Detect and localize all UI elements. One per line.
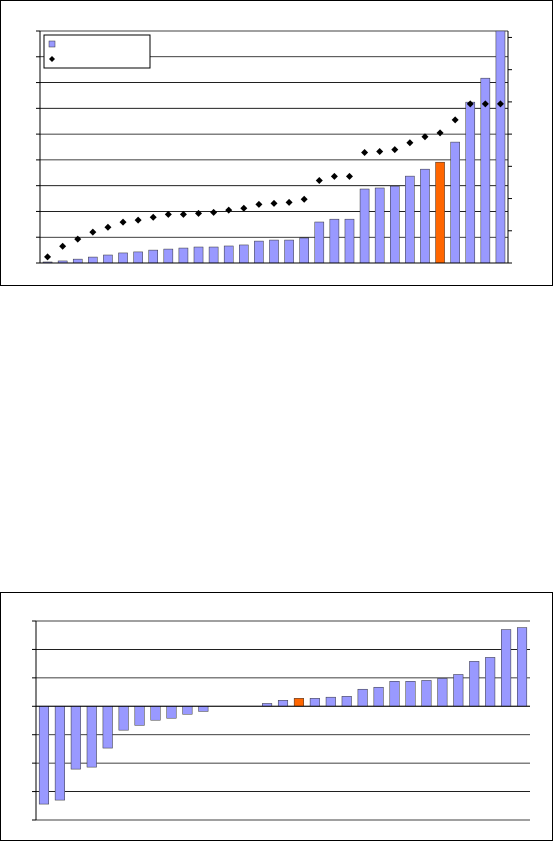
bar [223,245,234,264]
bar [405,681,416,707]
bar [102,706,113,749]
bar [389,681,400,707]
bar [118,706,129,731]
point [285,198,293,206]
bar [405,175,415,264]
point [345,172,353,180]
legend-marker [49,56,55,62]
bar [163,248,174,264]
chart-frame [0,592,553,841]
bar [293,698,304,707]
point [406,139,414,147]
bar [299,237,309,264]
point [361,148,369,156]
bar [86,706,97,768]
chart-frame [0,0,553,286]
point [104,223,112,231]
bar [208,246,219,264]
bar [374,187,385,264]
bar [134,706,145,726]
point [270,199,278,207]
point [74,235,82,243]
bar [453,674,464,707]
bar [495,30,506,264]
bar [373,686,384,707]
bar [118,252,128,264]
bar [277,700,289,707]
legend-swatch [48,40,56,48]
bar [150,706,161,721]
legend-box [43,34,151,69]
point [179,210,187,218]
point [149,213,157,221]
point [330,172,338,180]
point [466,100,474,108]
bar [309,698,320,707]
bar [344,218,355,264]
bar [166,706,177,719]
bar [54,706,65,801]
point [134,216,142,224]
point [391,146,399,154]
point [315,177,323,185]
point [451,116,459,124]
bar [485,657,496,707]
point [195,209,203,217]
bar [198,706,209,712]
bar [133,251,143,264]
point [89,228,97,236]
point [376,148,384,156]
bar [182,706,193,715]
bar [103,254,113,264]
point [59,242,67,250]
bar [341,696,352,707]
bar [359,188,370,264]
bar [437,678,448,707]
bar [314,221,325,264]
bar [70,706,81,770]
point [44,253,52,261]
bar [501,629,512,707]
bar [284,239,294,264]
point [164,210,172,218]
bar [178,247,189,264]
point [255,200,263,208]
bar [38,706,49,805]
bar [435,161,445,264]
bar [269,239,279,264]
bar [357,688,368,707]
bar [329,218,340,264]
bar [72,258,83,264]
bar [420,168,430,264]
bar [193,246,204,264]
point [481,100,489,108]
point [225,206,233,214]
bar [325,696,336,707]
bar [465,101,476,264]
point [240,204,248,212]
bar [517,627,528,707]
point [421,133,429,141]
point [496,100,504,108]
bar [254,240,264,264]
point [210,208,218,216]
bar [389,185,400,264]
point [300,195,308,203]
bar [88,256,98,264]
bar [239,244,249,264]
bar [148,249,159,264]
bar [450,141,460,264]
point [436,129,444,137]
bar [421,680,432,707]
bar [469,661,480,707]
point [119,218,127,226]
